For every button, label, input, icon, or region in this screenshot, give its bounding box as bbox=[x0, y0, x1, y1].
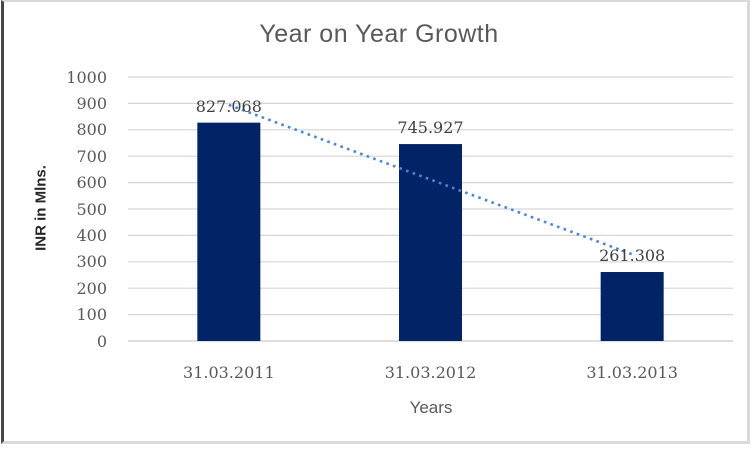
data-label: 745.927 bbox=[397, 118, 464, 138]
x-tick-label: 31.03.2011 bbox=[183, 363, 275, 382]
y-tick-label: 900 bbox=[76, 93, 107, 113]
x-tick-label: 31.03.2013 bbox=[586, 363, 678, 382]
trendline bbox=[228, 103, 633, 256]
bar bbox=[197, 122, 261, 341]
y-tick-label: 700 bbox=[76, 146, 107, 166]
y-tick-label: 300 bbox=[76, 252, 107, 272]
x-tick-label: 31.03.2012 bbox=[384, 363, 477, 382]
bar bbox=[600, 272, 664, 341]
data-label: 261.308 bbox=[599, 246, 666, 265]
y-tick-label: 200 bbox=[76, 278, 107, 298]
y-tick-label: 0 bbox=[96, 331, 107, 351]
y-tick-label: 1000 bbox=[66, 67, 107, 87]
chart-title: Year on Year Growth bbox=[259, 20, 499, 48]
chart-frame-border bbox=[1, 0, 750, 444]
y-tick-label: 600 bbox=[76, 173, 107, 193]
y-tick-label: 500 bbox=[76, 199, 107, 219]
y-tick-label: 800 bbox=[76, 120, 107, 140]
y-tick-label: 100 bbox=[76, 305, 107, 325]
y-tick-label: 400 bbox=[76, 225, 107, 245]
bar bbox=[399, 144, 462, 341]
x-axis-title: Years bbox=[409, 398, 453, 417]
data-label: 827.068 bbox=[195, 96, 262, 116]
